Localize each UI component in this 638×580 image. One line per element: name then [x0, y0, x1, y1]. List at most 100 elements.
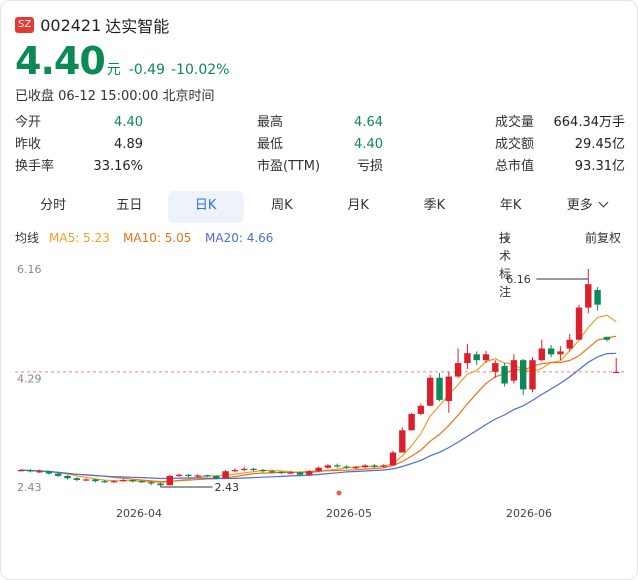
high-annotation-label: 6.16 [506, 273, 531, 286]
candle-body [324, 465, 332, 468]
tab-yearly-k[interactable]: 年K [499, 198, 522, 213]
stat-label: 最高 [257, 115, 284, 130]
candle-body [175, 474, 183, 476]
candle-body [399, 430, 406, 453]
tech-annotation-label: 技术标注 [499, 231, 512, 299]
candle-body [306, 471, 313, 475]
market-status: 已收盘 06-12 15:00:00 北京时间 [15, 89, 215, 104]
low-annotation-label: 2.43 [215, 481, 240, 494]
x-tick-label: 2026-06 [506, 507, 552, 520]
stat-value: 664.34万手 [553, 115, 626, 130]
candle-body [454, 363, 462, 377]
stat-value: 4.40 [114, 115, 143, 130]
candle-body [231, 470, 239, 472]
candle-body [129, 479, 136, 482]
candle-body [613, 371, 620, 374]
candle-body [101, 481, 108, 483]
candle-body [529, 360, 536, 390]
stat-prev-close: 昨收 4.89 [15, 135, 143, 155]
stat-turnover-rate: 换手率 33.16% [15, 157, 143, 177]
price-change: -0.49 [128, 62, 165, 78]
candle-body [352, 467, 359, 469]
candle-body [148, 482, 155, 484]
x-tick-label: 2026-04 [116, 507, 162, 520]
candle-body [566, 339, 573, 349]
tab-quarterly-k[interactable]: 季K [423, 198, 446, 213]
ma5-line [20, 314, 617, 484]
candle-body [287, 472, 294, 474]
kline-chart[interactable]: 6.16 2.43 6.16 4.29 2.43 2026-04 2026-05 2026-… [1, 251, 637, 531]
price-row: 4.40 元 -0.49 -10.02% [15, 39, 235, 83]
tab-daily-k[interactable]: 日K [167, 191, 244, 223]
stock-name[interactable]: 达实智能 [105, 17, 170, 36]
candle-body [334, 465, 341, 467]
candle-body [278, 471, 285, 474]
candle-body [36, 471, 43, 473]
event-marker-dot [336, 490, 342, 496]
y-tick-label: 4.29 [17, 372, 42, 385]
stat-label: 今开 [15, 115, 42, 130]
candle-body [585, 284, 592, 308]
candle-body [492, 363, 499, 372]
tab-monthly-k[interactable]: 月K [347, 198, 369, 213]
tab-five-day[interactable]: 五日 [116, 198, 143, 213]
candle-body [315, 467, 322, 472]
candle-body [436, 377, 443, 400]
ma20-line [20, 352, 617, 480]
price-change-pct: -10.02% [171, 62, 230, 78]
candle-body [575, 307, 583, 340]
stat-label: 成交量 [495, 115, 535, 130]
candle-body [343, 466, 350, 468]
ma10-line [20, 335, 617, 483]
candle-body [268, 471, 276, 473]
tab-weekly-k[interactable]: 周K [271, 198, 293, 213]
stat-label: 昨收 [15, 137, 42, 152]
tab-more[interactable]: 更多 [549, 191, 625, 223]
stock-code: 002421 [40, 15, 102, 35]
candle-body [17, 470, 25, 472]
candle-body [473, 354, 480, 361]
tab-more-label: 更多 [566, 198, 593, 213]
stat-high: 最高 4.64 [257, 113, 383, 133]
candle-body [222, 471, 229, 479]
candle-body [464, 353, 471, 364]
tab-intraday[interactable]: 分时 [40, 198, 67, 213]
candle-body [557, 351, 564, 355]
stat-open: 今开 4.40 [15, 113, 143, 133]
stat-volume: 成交量 664.34万手 [495, 113, 625, 133]
exchange-badge: SZ [15, 17, 35, 33]
candle-body [427, 377, 434, 406]
adjust-mode-button[interactable]: 前复权 [585, 231, 622, 245]
price-unit: 元 [106, 62, 121, 78]
ma20-value: MA20: 4.66 [205, 231, 274, 245]
candle-body [194, 475, 201, 477]
stat-value: 33.16% [93, 159, 143, 174]
candle-body [45, 471, 53, 474]
candle-body [520, 360, 527, 390]
stat-label: 换手率 [15, 159, 55, 174]
candle-body [510, 360, 518, 381]
stat-value: 29.45亿 [574, 137, 625, 152]
candle-body [138, 481, 146, 483]
candle-body [166, 475, 173, 486]
stat-label: 市盈(TTM) [257, 159, 321, 174]
candle-body [296, 472, 304, 475]
candle-body [185, 474, 192, 476]
ma10-value: MA10: 5.05 [123, 231, 192, 245]
stat-value: 93.31亿 [574, 159, 625, 174]
candle-body [73, 478, 80, 480]
candle-body [371, 465, 378, 467]
period-tabs: 分时 五日 日K 周K 月K 季K 年K 更多 [15, 191, 625, 223]
candle-body [603, 336, 611, 340]
candle-body [389, 452, 397, 466]
stat-value: 亏损 [356, 159, 383, 174]
ma-label: 均线 [15, 231, 40, 245]
stat-low: 最低 4.40 [257, 135, 383, 155]
stat-value: 4.64 [354, 115, 383, 130]
candle-body [482, 354, 490, 361]
stat-label: 总市值 [495, 159, 535, 174]
ma-legend: 均线 MA5: 5.23 MA10: 5.05 MA20: 4.66 ⤳ 技术标… [15, 229, 625, 299]
candle-body [250, 468, 257, 471]
candle-body [241, 468, 248, 471]
